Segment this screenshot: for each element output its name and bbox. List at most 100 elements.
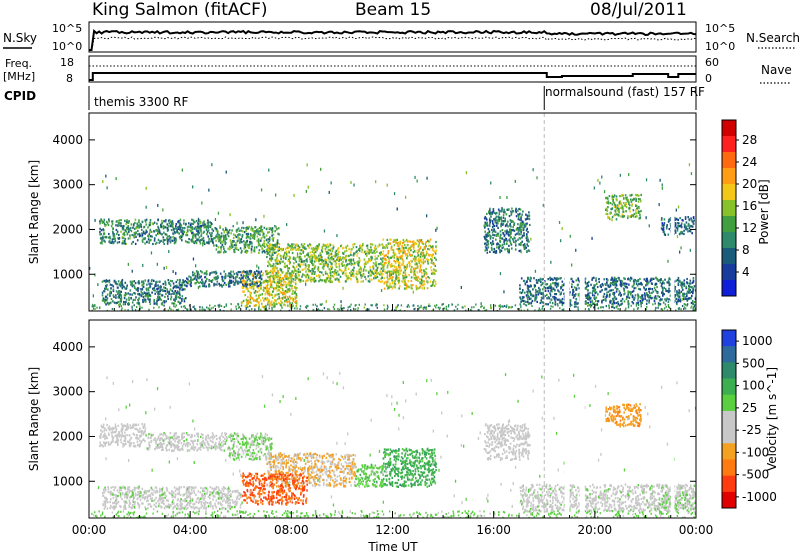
- pow-echo-r8-14: [680, 284, 682, 287]
- pow-echo-r8-203: [653, 299, 656, 303]
- pow-echo-r5-391: [156, 297, 159, 300]
- pow-echo-r2-699: [301, 249, 303, 252]
- pow-echo-r7-209: [494, 230, 496, 233]
- pow-echo-r0-274: [157, 227, 160, 230]
- pow-echo-r8-846: [691, 300, 694, 303]
- pow-echo-r7-373: [518, 249, 521, 253]
- pow-echo-r2-798: [287, 258, 290, 261]
- pow-echo-r2-429: [297, 270, 300, 274]
- pow-echo-r2-11: [278, 279, 281, 282]
- pow-echo-r8-722: [534, 298, 537, 301]
- pow-echo-r7-332: [510, 213, 512, 216]
- pow-echo-r7-282: [517, 218, 520, 221]
- pow-echo-r5-315: [127, 301, 130, 304]
- pow-echo-r7-163: [526, 233, 528, 236]
- pow-echo-r0-427: [124, 239, 126, 242]
- pow-echo-r8-90: [524, 291, 526, 294]
- pow-echo-r4-192: [278, 289, 280, 292]
- pow-echo-r2-145: [320, 279, 323, 282]
- pow-echo-r2-361: [316, 274, 318, 278]
- pow-echo-r0-49: [207, 224, 210, 227]
- pow-echo-r3-498: [421, 261, 423, 264]
- pow-echo-r0-539: [175, 239, 177, 242]
- pow-echo-r8-316: [631, 285, 634, 288]
- pow-echo-r0-262: [120, 219, 122, 222]
- pow-echo-r8-602: [615, 277, 617, 281]
- pow-echo-r0-13: [162, 224, 165, 228]
- pow-echo-r3-136: [389, 238, 391, 241]
- pow-echo-r0-0: [99, 220, 101, 223]
- pow-echo-r8-268: [519, 291, 521, 294]
- pow-echo-r0-350: [200, 224, 202, 228]
- pow-echo-r7-31: [484, 245, 487, 248]
- pow-echo-r7-392: [517, 238, 519, 241]
- pow-echo-r8-432: [544, 280, 546, 283]
- pow-echo-r7-347: [493, 218, 495, 221]
- pow-echo-r5-389: [172, 292, 175, 295]
- pow-echo-r5-381: [170, 293, 172, 296]
- pow-echo-r4-351: [249, 301, 251, 304]
- pow-echo-r2-686: [270, 259, 273, 262]
- pow-echo-r2-119: [322, 273, 325, 276]
- pow-echo-r2-780: [301, 245, 304, 248]
- pow-echo-r2-65: [282, 257, 285, 260]
- pow-echo-r6-15: [215, 276, 217, 279]
- pow-echo-r7-139: [492, 223, 495, 226]
- pow-echo-r7-200: [508, 234, 510, 237]
- pow-echo-r2-468: [322, 259, 325, 262]
- pow-echo-r9-104: [615, 218, 618, 221]
- pow-echo-r0-477: [112, 242, 114, 245]
- pow-echo-r5-376: [176, 279, 179, 282]
- pow-echo-r5-64: [175, 291, 178, 295]
- pow-echo-r4-376: [246, 300, 249, 304]
- pow-echo-r3-130: [421, 287, 423, 290]
- pow-echo-r3-273: [403, 241, 405, 244]
- pow-echo-r5-329: [148, 300, 151, 303]
- pow-echo-r4-345: [287, 288, 290, 291]
- pow-echo-r0-222: [178, 232, 180, 235]
- pow-echo-r2-265: [366, 254, 368, 257]
- pow-echo-r4-245: [261, 305, 264, 308]
- pow-echo-r2-126: [274, 265, 277, 268]
- pow-echo-r1-292: [218, 238, 220, 241]
- pow-echo-r10-54: [662, 230, 665, 233]
- pow-echo-r4-184: [261, 274, 264, 277]
- pow-echo-r1-288: [231, 229, 233, 232]
- pow-echo-r4-92: [283, 303, 285, 306]
- pow-echo-r4-271: [289, 272, 292, 275]
- pow-echo-r1-183: [238, 237, 240, 240]
- pow-echo-r2-651: [334, 278, 337, 281]
- pow-echo-r0-105: [203, 242, 206, 246]
- pow-echo-r8-515: [552, 296, 555, 300]
- pow-echo-r7-329: [524, 225, 526, 228]
- pow-echo-r4-194: [295, 296, 298, 299]
- pow-echo-r8-842: [677, 300, 679, 303]
- pow-scatter-57: [245, 306, 247, 310]
- pow-echo-r5-283: [136, 302, 139, 305]
- pow-echo-r2-490: [330, 253, 333, 256]
- pow-echo-r2-694: [316, 259, 318, 262]
- pow-echo-r4-186: [270, 301, 272, 304]
- pow-echo-r4-117: [290, 277, 293, 280]
- pow-echo-r5-125: [176, 284, 178, 287]
- pow-echo-r2-434: [294, 257, 297, 260]
- pow-echo-r5-290: [147, 289, 150, 292]
- pow-echo-r10-69: [691, 232, 693, 235]
- pow-echo-r2-692: [285, 250, 288, 253]
- pow-echo-r3-449: [388, 286, 390, 289]
- pow-echo-r2-737: [352, 258, 355, 261]
- pow-echo-r0-115: [168, 237, 171, 240]
- pow-echo-r0-339: [182, 233, 185, 236]
- pow-echo-r0-373: [197, 233, 200, 236]
- pow-echo-r0-134: [168, 219, 171, 222]
- pow-echo-r1-49: [250, 228, 252, 231]
- pow-echo-r1-71: [218, 236, 220, 239]
- pow-echo-r0-218: [186, 226, 189, 229]
- pow-echo-r2-116: [326, 252, 329, 255]
- pow-echo-r1-259: [222, 241, 224, 244]
- pow-scatter-64: [201, 201, 203, 205]
- pow-echo-r0-409: [166, 227, 169, 230]
- pow-echo-r1-321: [271, 229, 274, 232]
- pow-echo-r0-283: [186, 234, 189, 237]
- pow-echo-r9-160: [637, 200, 640, 203]
